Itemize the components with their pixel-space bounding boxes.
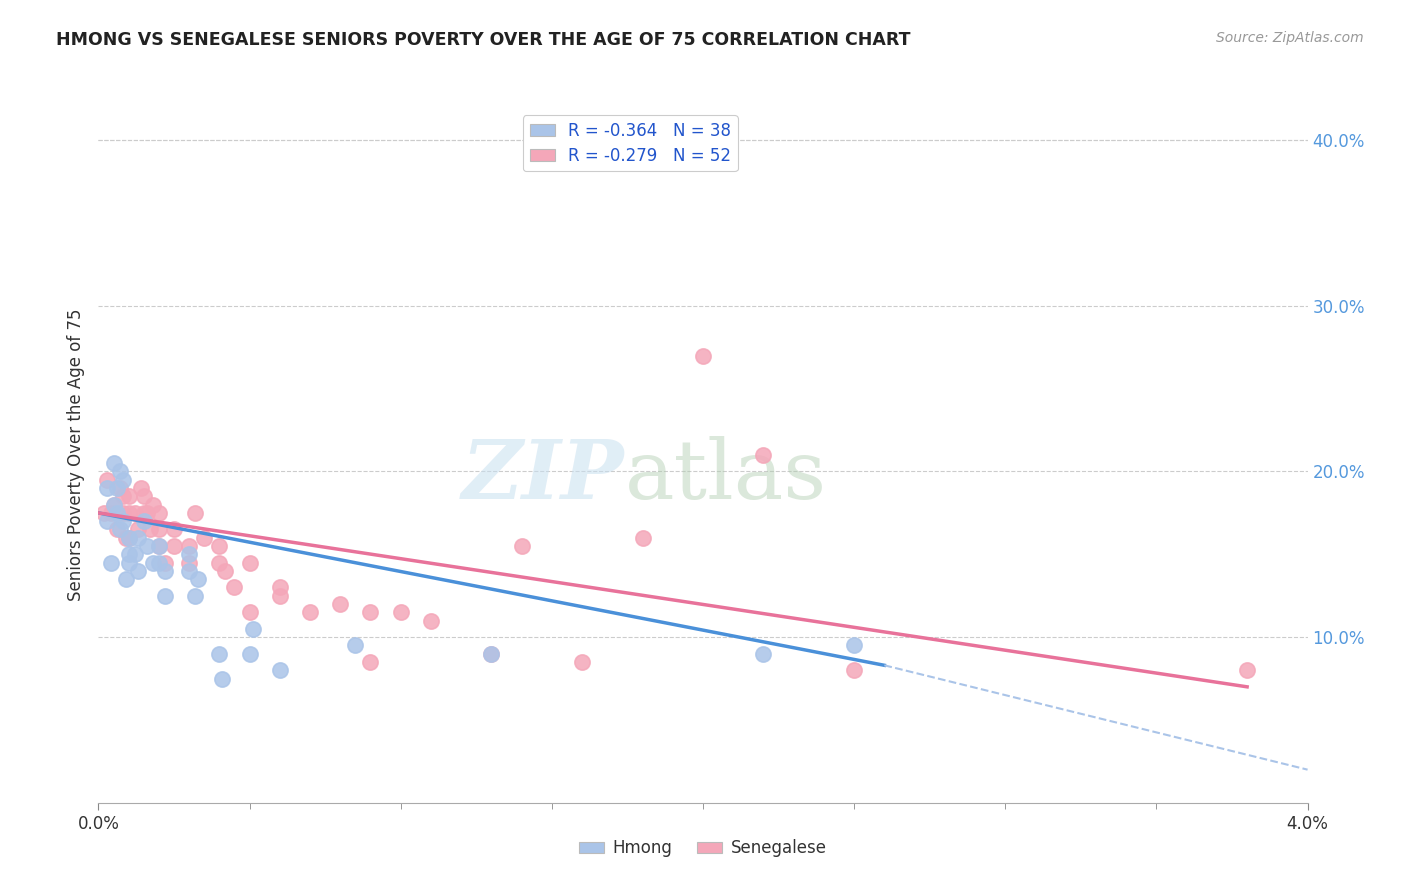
Point bbox=[127, 523, 149, 537]
Point bbox=[179, 556, 201, 570]
Point bbox=[179, 564, 201, 578]
Point bbox=[96, 514, 118, 528]
Point bbox=[193, 531, 215, 545]
Point bbox=[142, 556, 165, 570]
Point bbox=[481, 647, 503, 661]
Point bbox=[211, 672, 233, 686]
Point bbox=[844, 639, 866, 653]
Point bbox=[118, 531, 141, 545]
Point bbox=[179, 539, 201, 553]
Point bbox=[299, 605, 322, 619]
Point bbox=[389, 605, 412, 619]
Point bbox=[103, 456, 125, 470]
Point bbox=[114, 531, 136, 545]
Point bbox=[118, 547, 141, 561]
Point bbox=[148, 506, 170, 520]
Point bbox=[124, 547, 146, 561]
Point bbox=[242, 622, 264, 636]
Point bbox=[142, 498, 165, 512]
Point bbox=[692, 349, 714, 363]
Point bbox=[148, 539, 170, 553]
Point bbox=[481, 647, 503, 661]
Point bbox=[571, 655, 593, 669]
Point bbox=[1236, 663, 1258, 677]
Point bbox=[118, 506, 141, 520]
Text: Source: ZipAtlas.com: Source: ZipAtlas.com bbox=[1216, 31, 1364, 45]
Point bbox=[135, 506, 157, 520]
Point bbox=[148, 539, 170, 553]
Point bbox=[100, 556, 122, 570]
Point bbox=[153, 589, 176, 603]
Point bbox=[239, 605, 262, 619]
Point bbox=[187, 572, 209, 586]
Point bbox=[344, 639, 367, 653]
Point bbox=[108, 523, 131, 537]
Point bbox=[111, 506, 134, 520]
Point bbox=[114, 572, 136, 586]
Point bbox=[184, 506, 207, 520]
Point bbox=[163, 539, 186, 553]
Point bbox=[108, 465, 131, 479]
Point bbox=[118, 531, 141, 545]
Point bbox=[844, 663, 866, 677]
Point bbox=[752, 448, 775, 462]
Point bbox=[103, 498, 125, 512]
Point bbox=[111, 473, 134, 487]
Point bbox=[239, 647, 262, 661]
Point bbox=[214, 564, 236, 578]
Point bbox=[105, 506, 128, 520]
Point bbox=[269, 663, 291, 677]
Point bbox=[127, 564, 149, 578]
Point bbox=[100, 506, 122, 520]
Point bbox=[510, 539, 533, 553]
Point bbox=[153, 556, 176, 570]
Point bbox=[118, 556, 141, 570]
Point bbox=[179, 547, 201, 561]
Point bbox=[420, 614, 443, 628]
Point bbox=[132, 489, 155, 503]
Point bbox=[148, 523, 170, 537]
Point bbox=[148, 556, 170, 570]
Point bbox=[118, 489, 141, 503]
Text: ZIP: ZIP bbox=[461, 436, 624, 516]
Point bbox=[224, 581, 246, 595]
Text: atlas: atlas bbox=[624, 436, 827, 516]
Point bbox=[111, 514, 134, 528]
Point bbox=[239, 556, 262, 570]
Point bbox=[108, 481, 131, 495]
Point bbox=[132, 506, 155, 520]
Point bbox=[360, 655, 382, 669]
Point bbox=[96, 473, 118, 487]
Point bbox=[105, 523, 128, 537]
Legend: Hmong, Senegalese: Hmong, Senegalese bbox=[572, 833, 834, 864]
Point bbox=[269, 581, 291, 595]
Point bbox=[96, 481, 118, 495]
Point bbox=[631, 531, 654, 545]
Point bbox=[153, 564, 176, 578]
Text: HMONG VS SENEGALESE SENIORS POVERTY OVER THE AGE OF 75 CORRELATION CHART: HMONG VS SENEGALESE SENIORS POVERTY OVER… bbox=[56, 31, 911, 49]
Y-axis label: Seniors Poverty Over the Age of 75: Seniors Poverty Over the Age of 75 bbox=[66, 309, 84, 601]
Point bbox=[139, 523, 162, 537]
Point bbox=[103, 498, 125, 512]
Point bbox=[360, 605, 382, 619]
Point bbox=[127, 531, 149, 545]
Point bbox=[163, 523, 186, 537]
Point bbox=[184, 589, 207, 603]
Point bbox=[208, 556, 231, 570]
Point bbox=[93, 506, 115, 520]
Point bbox=[135, 539, 157, 553]
Point bbox=[132, 514, 155, 528]
Point bbox=[752, 647, 775, 661]
Point bbox=[105, 481, 128, 495]
Point bbox=[329, 597, 352, 611]
Point bbox=[129, 481, 152, 495]
Point bbox=[208, 647, 231, 661]
Point bbox=[208, 539, 231, 553]
Point bbox=[111, 489, 134, 503]
Point bbox=[269, 589, 291, 603]
Point bbox=[124, 506, 146, 520]
